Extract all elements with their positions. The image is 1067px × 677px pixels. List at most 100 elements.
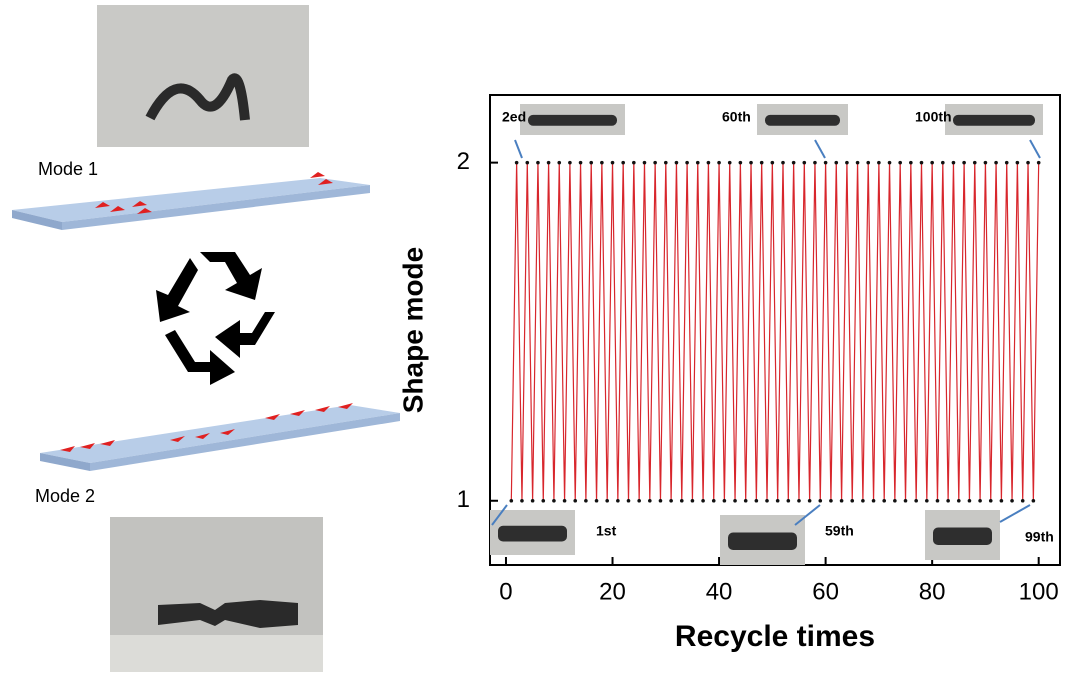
y-axis-label: Shape mode: [397, 247, 428, 413]
mode-label: Mode 1: [38, 159, 98, 179]
y-tick-label: 2: [457, 148, 470, 175]
point: [968, 499, 972, 503]
annotation-arrow: [1030, 140, 1040, 158]
point: [510, 499, 514, 503]
point: [872, 499, 876, 503]
point: [557, 161, 561, 165]
point: [627, 499, 631, 503]
point: [1000, 499, 1004, 503]
point: [930, 161, 934, 165]
point: [536, 161, 540, 165]
point: [525, 161, 529, 165]
point: [829, 499, 833, 503]
point: [787, 499, 791, 503]
recycle-icon: [156, 252, 275, 385]
point: [973, 161, 977, 165]
point: [877, 161, 881, 165]
point: [611, 161, 615, 165]
point: [547, 161, 551, 165]
y-tick-label: 1: [457, 486, 470, 513]
point: [1016, 161, 1020, 165]
point: [792, 161, 796, 165]
x-tick-label: 20: [599, 578, 626, 605]
point: [850, 499, 854, 503]
point: [664, 161, 668, 165]
point: [749, 161, 753, 165]
point: [1026, 161, 1030, 165]
point: [680, 499, 684, 503]
point: [584, 499, 588, 503]
point: [904, 499, 908, 503]
point: [834, 161, 838, 165]
point: [946, 499, 950, 503]
point: [771, 161, 775, 165]
point: [707, 161, 711, 165]
point: [818, 499, 822, 503]
point: [541, 499, 545, 503]
annotation: 99th: [1025, 529, 1054, 545]
annotation: 100th: [915, 109, 952, 125]
point: [941, 161, 945, 165]
point: [739, 161, 743, 165]
point: [744, 499, 748, 503]
inset-sample: [528, 115, 617, 126]
point: [984, 161, 988, 165]
point: [632, 161, 636, 165]
point: [605, 499, 609, 503]
point: [696, 161, 700, 165]
inset-sample: [498, 526, 567, 542]
point: [1010, 499, 1014, 503]
point: [616, 499, 620, 503]
point: [653, 161, 657, 165]
point: [765, 499, 769, 503]
point: [723, 499, 727, 503]
point: [920, 161, 924, 165]
annotation-arrow: [815, 140, 825, 158]
point: [579, 161, 583, 165]
point: [813, 161, 817, 165]
point: [978, 499, 982, 503]
point: [802, 161, 806, 165]
annotation: 1st: [596, 523, 617, 539]
annotation: 2ed: [502, 109, 526, 125]
point: [914, 499, 918, 503]
point: [925, 499, 929, 503]
point: [898, 161, 902, 165]
point: [659, 499, 663, 503]
x-tick-label: 0: [499, 578, 512, 605]
point: [728, 161, 732, 165]
point: [717, 161, 721, 165]
point: [808, 499, 812, 503]
point: [520, 499, 524, 503]
point: [531, 499, 535, 503]
point: [824, 161, 828, 165]
point: [1005, 161, 1009, 165]
point: [755, 499, 759, 503]
point: [994, 161, 998, 165]
point: [797, 499, 801, 503]
point: [952, 161, 956, 165]
point: [781, 161, 785, 165]
point: [669, 499, 673, 503]
point: [861, 499, 865, 503]
x-axis-label: Recycle times: [675, 620, 875, 653]
point: [643, 161, 647, 165]
annotation-arrow: [1000, 505, 1030, 522]
point: [648, 499, 652, 503]
point: [573, 499, 577, 503]
point: [675, 161, 679, 165]
point: [637, 499, 641, 503]
point: [936, 499, 940, 503]
point: [1032, 499, 1036, 503]
point: [595, 499, 599, 503]
point: [691, 499, 695, 503]
point: [600, 161, 604, 165]
point: [888, 161, 892, 165]
inset-sample: [953, 115, 1035, 126]
inset-sample: [765, 115, 840, 126]
figure: Mode 1 Mode 2 Shape mode Recycle times 0…: [0, 0, 1067, 672]
point: [621, 161, 625, 165]
line: [511, 163, 1038, 501]
point: [733, 499, 737, 503]
point: [962, 161, 966, 165]
